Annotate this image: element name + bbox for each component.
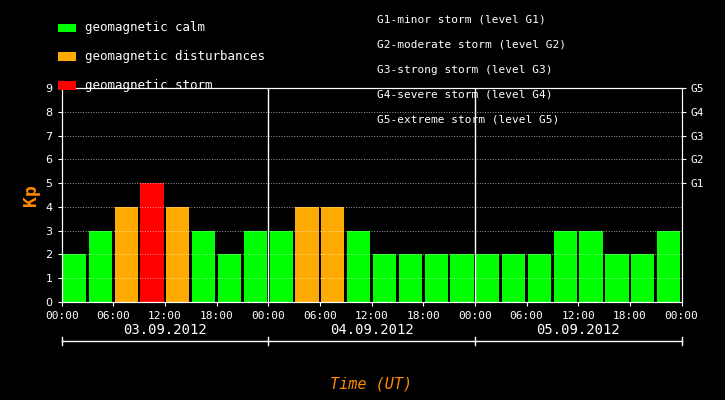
Text: geomagnetic storm: geomagnetic storm (85, 79, 212, 92)
Text: G3-strong storm (level G3): G3-strong storm (level G3) (377, 65, 552, 74)
Bar (88, 231, 112, 302)
Text: G4-severe storm (level G4): G4-severe storm (level G4) (377, 89, 552, 99)
Text: G1-minor storm (level G1): G1-minor storm (level G1) (377, 15, 546, 25)
Bar (528, 254, 551, 302)
Text: geomagnetic disturbances: geomagnetic disturbances (85, 50, 265, 63)
Bar (321, 207, 344, 302)
Bar (399, 254, 422, 302)
Bar (579, 231, 602, 302)
Bar (141, 183, 164, 302)
Y-axis label: Kp: Kp (22, 184, 40, 206)
Text: Time (UT): Time (UT) (331, 376, 413, 392)
Bar (115, 207, 138, 302)
Bar (347, 231, 370, 302)
Text: 03.09.2012: 03.09.2012 (123, 323, 207, 337)
Text: 04.09.2012: 04.09.2012 (330, 323, 413, 337)
Bar (554, 231, 577, 302)
Bar (502, 254, 525, 302)
Text: G2-moderate storm (level G2): G2-moderate storm (level G2) (377, 40, 566, 50)
Bar (631, 254, 655, 302)
Bar (605, 254, 629, 302)
Text: geomagnetic calm: geomagnetic calm (85, 22, 205, 34)
Bar (270, 231, 293, 302)
Bar (373, 254, 396, 302)
Bar (63, 254, 86, 302)
Bar (450, 254, 473, 302)
Text: G5-extreme storm (level G5): G5-extreme storm (level G5) (377, 114, 559, 124)
Bar (192, 231, 215, 302)
Text: 05.09.2012: 05.09.2012 (536, 323, 620, 337)
Bar (218, 254, 241, 302)
Bar (657, 231, 680, 302)
Bar (476, 254, 500, 302)
Bar (425, 254, 448, 302)
Bar (244, 231, 267, 302)
Bar (166, 207, 189, 302)
Bar (295, 207, 318, 302)
